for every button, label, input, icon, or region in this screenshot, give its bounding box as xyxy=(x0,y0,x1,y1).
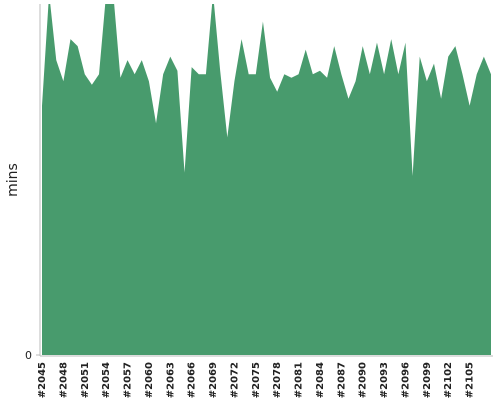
x-tick-label: #2093 xyxy=(379,362,390,398)
x-tick-label: #2099 xyxy=(422,362,433,398)
x-tick-label: #2096 xyxy=(400,362,411,398)
x-tick-label: #2102 xyxy=(443,362,454,398)
area xyxy=(42,4,491,355)
x-tick-label: #2087 xyxy=(336,362,347,398)
x-tick-label: #2054 xyxy=(101,362,112,398)
x-tick-label: #2105 xyxy=(465,362,476,398)
x-tick-label: #2063 xyxy=(165,362,176,398)
x-tick-label: #2069 xyxy=(208,362,219,398)
x-tick-label: #2048 xyxy=(58,362,69,398)
y-axis-label: mins xyxy=(5,163,21,197)
x-tick-label: #2066 xyxy=(187,362,198,398)
y-tick-label: 0 xyxy=(25,349,32,362)
x-tick-label: #2078 xyxy=(272,362,283,398)
x-tick-label: #2075 xyxy=(251,362,262,398)
x-tick-label: #2081 xyxy=(294,362,305,398)
x-tick-label: #2045 xyxy=(37,362,48,398)
x-tick-label: #2051 xyxy=(80,362,91,398)
x-tick-label: #2057 xyxy=(123,362,134,398)
x-tick-label: #2072 xyxy=(229,362,240,398)
x-tick-label: #2090 xyxy=(358,362,369,398)
x-tick-label: #2060 xyxy=(144,362,155,398)
x-tick-label: #2084 xyxy=(315,362,326,398)
